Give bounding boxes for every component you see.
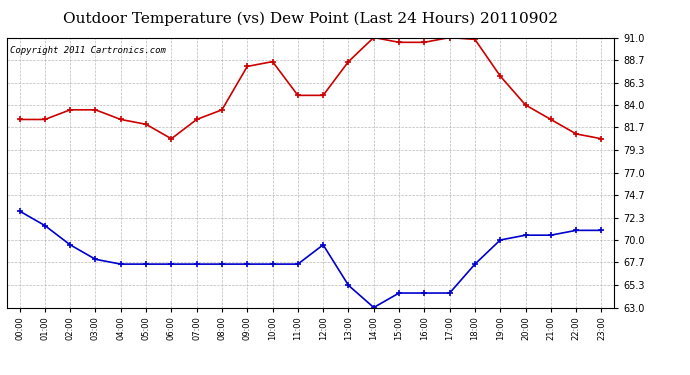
Text: Outdoor Temperature (vs) Dew Point (Last 24 Hours) 20110902: Outdoor Temperature (vs) Dew Point (Last… (63, 11, 558, 26)
Text: Copyright 2011 Cartronics.com: Copyright 2011 Cartronics.com (10, 46, 166, 55)
